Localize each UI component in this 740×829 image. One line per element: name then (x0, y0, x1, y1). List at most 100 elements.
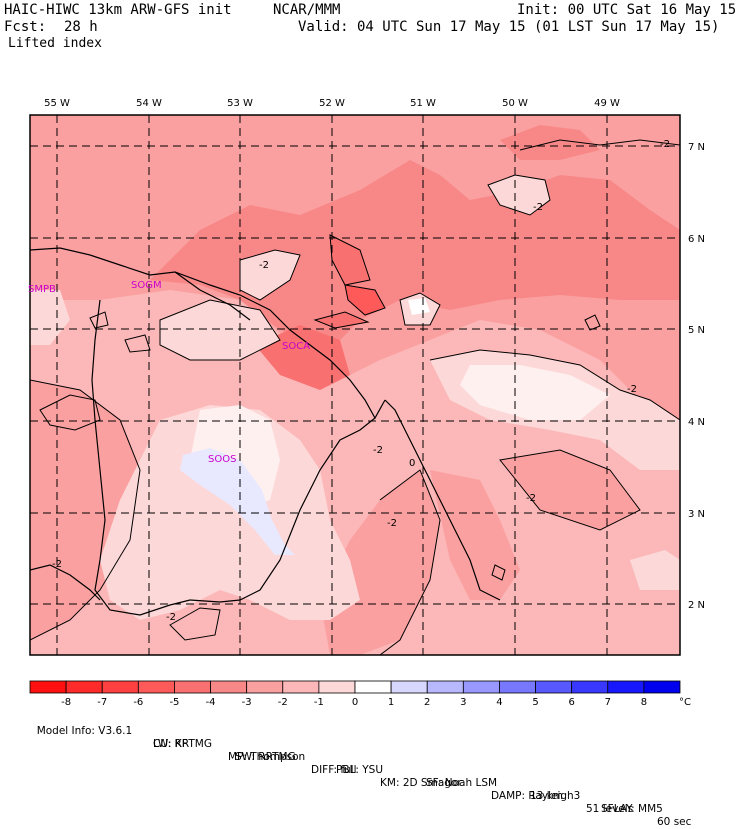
border-suriname-west (91, 299, 191, 616)
coastline-east (384, 399, 501, 601)
lon-label: 49 W (594, 98, 620, 109)
color-bar-swatch (29, 680, 67, 694)
station-soos: SOOS (208, 454, 236, 465)
lifted-index-map: 55 W 54 W 53 W 52 W 51 W 50 W 49 W 7 N 6… (28, 98, 705, 708)
lon-label: 54 W (136, 98, 162, 109)
color-bar-tick-label: 0 (352, 697, 358, 708)
color-bar-tick-label: -7 (97, 697, 107, 708)
color-bar-swatch (426, 680, 464, 694)
color-bar-tick-label: 2 (424, 697, 430, 708)
color-bar-swatch (174, 680, 211, 694)
model-title: HAIC-HIWC 13km ARW-GFS init (4, 2, 232, 18)
lat-label: 2 N (688, 600, 705, 611)
color-bar-swatch (137, 680, 175, 694)
color-bar (29, 680, 681, 694)
boundaries (30, 247, 501, 616)
contour-label: -2 (52, 559, 62, 570)
coastline (30, 247, 386, 420)
field-name: Lifted index (8, 36, 102, 51)
color-bar-swatch (354, 680, 392, 694)
lat-label: 5 N (688, 325, 705, 336)
station-soca: SOCA (282, 341, 310, 352)
contour-label: -2 (373, 445, 383, 456)
surface-layer-option: SFLAY: MM5 (601, 803, 663, 815)
color-bar-swatch (571, 680, 609, 694)
damping-option: DAMP: Rayleigh3 (491, 790, 581, 802)
color-bar-ticks: -8 -7 -6 -5 -4 -3 -2 -1 0 1 2 3 4 5 6 7 8 (61, 697, 647, 708)
station-sogm: SOGM (131, 280, 162, 291)
diffusion-option: DIFF: full (311, 764, 357, 776)
lat-label: 3 N (688, 509, 705, 520)
forecast-label: Fcst: (4, 19, 47, 35)
contour-lines (30, 139, 680, 655)
color-bar-swatch (246, 680, 284, 694)
color-bar-swatch (643, 680, 681, 694)
shortwave-scheme: SW: RRTMG (235, 751, 296, 763)
color-bar-tick-label: -1 (314, 697, 324, 708)
lat-label: 6 N (688, 234, 705, 245)
footer-line-1: Model Info: V3.6.1 CU: KF MP: Thompson P… (30, 712, 692, 829)
color-bar-tick-label: 8 (641, 697, 647, 708)
footer-line-2: LW: RRTMG SW: RRTMG DIFF: full KM: 2D Sm… (30, 725, 663, 816)
lon-label: 53 W (227, 98, 253, 109)
graticule (30, 115, 680, 655)
border-guiana-brazil (189, 417, 376, 603)
init-time: Init: 00 UTC Sat 16 May 15 (517, 2, 737, 18)
station-labels: SMPB SOCA SOGM SOOS (28, 280, 310, 465)
shade-1-2 (180, 448, 295, 555)
contour-label: -2 (627, 384, 637, 395)
shade-minus4-minus3 (150, 160, 680, 350)
contour-label: -2 (660, 139, 670, 150)
lat-label: 7 N (688, 142, 705, 153)
km-option: KM: 2D Smagor (380, 777, 462, 789)
lon-label: 51 W (410, 98, 436, 109)
agency-label: NCAR/MMM (273, 2, 341, 18)
color-bar-tick-label: -8 (61, 697, 71, 708)
color-bar-tick-label: -6 (133, 697, 143, 708)
lon-label: 50 W (502, 98, 528, 109)
color-bar-tick-label: -5 (169, 697, 179, 708)
color-bar-swatch (462, 680, 500, 694)
color-bar-swatch (607, 680, 645, 694)
color-bar-tick-label: 1 (388, 697, 394, 708)
filled-contours (30, 115, 680, 655)
color-bar-tick-label: -3 (242, 697, 252, 708)
lon-label: 55 W (44, 98, 70, 109)
color-bar-swatch (65, 680, 103, 694)
border-southwest (30, 564, 101, 601)
color-bar-tick-label: 5 (532, 697, 538, 708)
latitude-labels: 7 N 6 N 5 N 4 N 3 N 2 N (688, 142, 705, 611)
model-version: Model Info: V3.6.1 (36, 725, 133, 737)
contour-labels: -2 -2 -2 -2 -2 -2 -2 -2 -2 0 (52, 139, 670, 623)
color-bar-tick-label: -4 (206, 697, 216, 708)
contour-label: -2 (387, 518, 397, 529)
contour-label: -2 (526, 493, 536, 504)
contour-label: -2 (533, 202, 543, 213)
contour-label: -2 (166, 612, 176, 623)
forecast-hour: 28 h (64, 19, 98, 35)
lat-label: 4 N (688, 417, 705, 428)
color-bar-swatch (318, 680, 356, 694)
color-bar-swatch (282, 680, 320, 694)
time-step: 60 sec (657, 816, 692, 828)
longitude-labels: 55 W 54 W 53 W 52 W 51 W 50 W 49 W (44, 98, 620, 109)
map-frame (29, 114, 681, 656)
valid-time: Valid: 04 UTC Sun 17 May 15 (01 LST Sun … (298, 19, 720, 35)
lon-label: 52 W (319, 98, 345, 109)
station-smpb: SMPB (28, 284, 56, 295)
contour-label: 0 (409, 458, 415, 469)
color-bar-tick-label: -2 (278, 697, 288, 708)
shade-minus5-minus4 (255, 325, 350, 390)
color-bar-tick-label: 7 (605, 697, 611, 708)
color-bar-swatch (499, 680, 536, 694)
color-bar-tick-label: 6 (568, 697, 574, 708)
color-bar-swatch (535, 680, 573, 694)
border-inner (174, 271, 251, 321)
contour-label: -2 (259, 260, 269, 271)
color-bar-swatch (210, 680, 248, 694)
color-bar-unit: °C (679, 697, 691, 708)
color-bar-swatch (101, 680, 139, 694)
color-bar-tick-label: 3 (460, 697, 466, 708)
color-bar-swatch (390, 680, 428, 694)
color-bar-tick-label: 4 (496, 697, 502, 708)
